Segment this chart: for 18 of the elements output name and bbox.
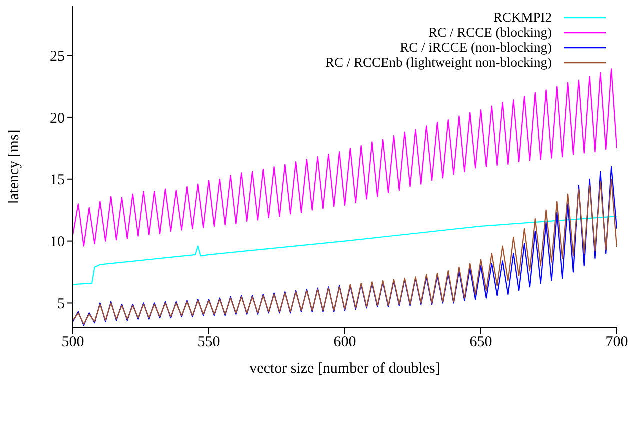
line-series xyxy=(73,68,617,247)
x-axis-title: vector size [number of doubles] xyxy=(250,361,440,377)
y-tick-label: 20 xyxy=(50,110,65,127)
y-axis-title: latency [ms] xyxy=(6,130,22,204)
legend-label: RC / RCCE (blocking) xyxy=(428,25,552,40)
line-series xyxy=(73,216,617,286)
y-tick-label: 15 xyxy=(50,172,65,189)
x-tick-label: 700 xyxy=(606,334,628,351)
y-tick-label: 25 xyxy=(50,48,65,65)
legend-label: RC / iRCCE (non-blocking) xyxy=(400,40,552,55)
y-tick-label: 10 xyxy=(50,234,65,251)
x-tick-label: 550 xyxy=(198,334,220,351)
x-tick-label: 500 xyxy=(62,334,84,351)
x-tick-label: 600 xyxy=(334,334,356,351)
legend-label: RCKMPI2 xyxy=(493,10,552,25)
y-tick-label: 5 xyxy=(58,296,65,313)
legend-label: RC / RCCEnb (lightweight non-blocking) xyxy=(326,55,552,70)
x-tick-label: 650 xyxy=(470,334,492,351)
